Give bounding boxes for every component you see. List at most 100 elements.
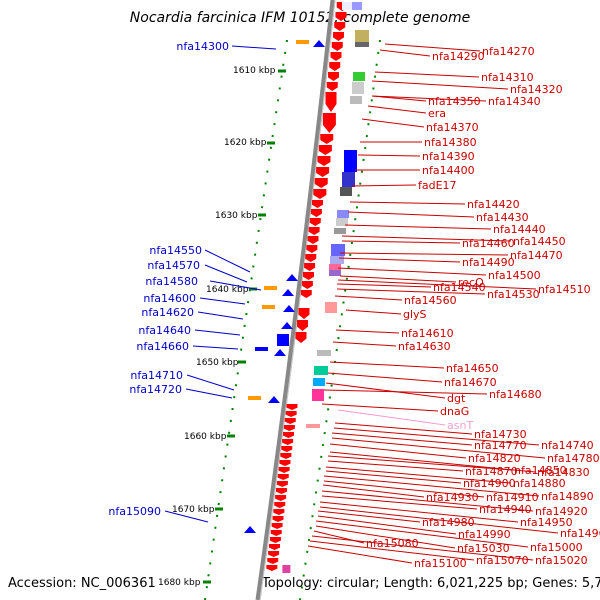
- gene-label: nfa14850: [514, 464, 567, 477]
- forward-gene-track: [266, 2, 348, 573]
- forward-gene-arrow: [328, 72, 339, 81]
- forward-gene-arrow: [295, 332, 307, 343]
- gene-label: nfa14990: [458, 528, 511, 541]
- right-leader-line: [335, 329, 400, 334]
- cog-category-box: [342, 2, 354, 10]
- forward-gene-arrow: [316, 167, 330, 177]
- right-leader-line: [331, 432, 473, 446]
- right-leader-line: [315, 525, 456, 549]
- left-leader-line: [209, 280, 262, 291]
- forward-gene-arrow: [309, 218, 321, 226]
- forward-gene-arrow: [272, 516, 284, 522]
- right-leader-line: [331, 437, 546, 459]
- forward-gene-arrow: [325, 92, 337, 112]
- gene-label: nfa15090: [108, 505, 161, 518]
- forward-gene-arrow: [320, 134, 334, 144]
- forward-gene-arrow: [282, 439, 294, 445]
- left-leader-line: [186, 374, 235, 391]
- left-leader-line: [204, 249, 251, 273]
- gene-label: nfa14600: [143, 292, 196, 305]
- right-leader-line: [332, 341, 397, 347]
- forward-gene-arrow: [335, 12, 347, 21]
- cog-category-box: [330, 256, 344, 264]
- forward-gene-arrow: [277, 474, 289, 480]
- gene-label: nfa15080: [366, 537, 419, 550]
- right-leader-line: [349, 201, 466, 205]
- right-leader-line: [317, 510, 421, 523]
- right-leader-line: [319, 506, 559, 534]
- cog-category-box: [334, 228, 346, 234]
- gene-label: nfa14680: [489, 388, 542, 401]
- right-leader-line: [323, 475, 540, 497]
- right-leader-line: [384, 43, 481, 52]
- right-leader-line: [367, 105, 427, 114]
- forward-gene-arrow: [329, 62, 341, 71]
- gene-label: fadE17: [418, 179, 457, 192]
- cog-category-box: [313, 378, 325, 386]
- right-leader-line: [339, 252, 509, 256]
- right-leader-line: [321, 403, 439, 412]
- gene-label: nfa15070: [476, 554, 529, 567]
- forward-gene-arrow: [334, 22, 346, 31]
- cog-category-box: [336, 218, 348, 226]
- gene-label: dgt: [447, 392, 466, 405]
- forward-gene-arrow: [268, 551, 280, 557]
- gene-label: nfa14270: [482, 45, 535, 58]
- right-leader-line: [325, 466, 512, 484]
- right-leader-line: [361, 118, 425, 128]
- gene-label: nfa14380: [424, 136, 477, 149]
- forward-gene-arrow: [303, 272, 314, 280]
- right-leader-line: [351, 184, 417, 187]
- right-leader-line: [333, 427, 540, 446]
- gene-label: nfa14570: [147, 259, 200, 272]
- reverse-gene-arrow: [296, 40, 309, 44]
- gene-label: nfa14650: [446, 362, 499, 375]
- right-leader-line: [344, 224, 492, 230]
- gene-label: nfa14830: [537, 466, 590, 479]
- right-leader-line: [329, 361, 445, 369]
- left-leader-lines: [164, 45, 277, 523]
- forward-gene-arrow: [276, 488, 287, 494]
- gene-label: nfa14670: [444, 376, 497, 389]
- cog-category-box: [344, 150, 357, 172]
- gene-label: nfa14550: [149, 244, 202, 257]
- forward-gene-arrow: [279, 460, 291, 466]
- gene-label: nfa14470: [510, 249, 563, 262]
- cog-category-box: [306, 424, 320, 428]
- gene-label: nfa14290: [432, 50, 485, 63]
- tick-label-1640: 1640 kbp: [206, 285, 249, 295]
- reverse-gene-arrow: [313, 40, 325, 47]
- gene-label: nfa14870: [465, 465, 518, 478]
- gene-label: nfa14350: [428, 95, 481, 108]
- forward-gene-arrow: [267, 558, 279, 564]
- right-leader-line: [345, 309, 402, 315]
- forward-gene-arrow: [312, 200, 323, 208]
- gene-label: nfa14630: [398, 340, 451, 353]
- cog-category-box: [331, 244, 345, 256]
- cog-category-box: [352, 2, 362, 10]
- right-leader-line: [323, 480, 485, 498]
- gene-label: nfa14540: [433, 281, 486, 294]
- gene-label: nfa14450: [513, 235, 566, 248]
- gene-label: nfa14720: [129, 383, 182, 396]
- reverse-gene-arrow: [282, 289, 294, 296]
- gene-label: nfa14420: [467, 198, 520, 211]
- gene-label: dnaG: [440, 405, 469, 418]
- gene-label: nfa14340: [488, 95, 541, 108]
- right-leader-line: [334, 422, 473, 435]
- left-leader-line: [199, 297, 246, 305]
- right-leader-line: [323, 389, 488, 395]
- forward-gene-arrow: [322, 113, 336, 133]
- cog-category-box: [312, 389, 324, 401]
- right-leader-line: [322, 484, 425, 498]
- gene-label: nfa14510: [538, 283, 591, 296]
- gene-label: nfa14370: [426, 121, 479, 134]
- forward-gene-arrow: [278, 467, 290, 473]
- forward-gene-arrow: [280, 453, 292, 459]
- forward-gene-arrow: [308, 227, 320, 235]
- gene-label: nfa14430: [476, 211, 529, 224]
- forward-gene-arrow: [313, 189, 327, 199]
- forward-gene-arrow: [317, 156, 331, 166]
- right-leader-line: [371, 95, 487, 102]
- chromosome-backbone-highlight: [259, 0, 336, 600]
